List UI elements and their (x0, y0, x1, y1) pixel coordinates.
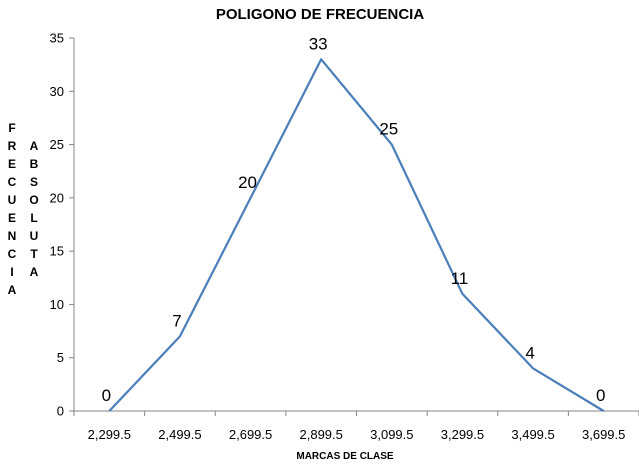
y-axis-title-letter: I (10, 265, 13, 279)
y-axis-title-letter: S (30, 175, 38, 189)
data-labels: 0 7 20 33 25 11 4 0 (102, 34, 606, 405)
y-tick-label: 35 (50, 31, 64, 46)
chart-title: POLIGONO DE FRECUENCIA (216, 6, 425, 23)
y-axis-title-letter: E (8, 211, 16, 225)
data-label: 20 (238, 173, 257, 192)
y-tick-label: 5 (57, 350, 64, 365)
x-tick-label: 3,299.5 (441, 427, 484, 442)
data-label: 4 (525, 343, 534, 362)
y-axis-title-letter: R (8, 139, 17, 153)
y-axis-title-letter: A (30, 265, 39, 279)
y-tick-label: 0 (57, 404, 64, 419)
y-tick-labels: 0 5 10 15 20 25 30 35 (50, 31, 64, 419)
data-label: 33 (309, 34, 328, 53)
data-label: 0 (596, 386, 605, 405)
y-tick-label: 15 (50, 244, 64, 259)
data-label: 11 (451, 269, 469, 288)
y-tick-label: 10 (50, 297, 64, 312)
x-tick-labels: 2,299.5 2,499.5 2,699.5 2,899.5 3,099.5 3,299… (88, 427, 626, 442)
x-tick-label: 2,699.5 (229, 427, 272, 442)
y-axis-title-letter: E (8, 157, 16, 171)
x-tick-label: 2,299.5 (88, 427, 131, 442)
y-axis-title-letter: O (29, 193, 38, 207)
y-axis-title-letter: A (30, 139, 39, 153)
y-axis-title-letter: U (8, 193, 17, 207)
y-axis-title-letter: B (30, 157, 39, 171)
y-tick-label: 25 (50, 137, 64, 152)
y-axis-title-letter: F (8, 121, 15, 135)
y-axis-title-letter: C (8, 247, 17, 261)
y-axis-title-letter: L (30, 211, 37, 225)
series-line (108, 58, 605, 412)
y-tick-label: 30 (50, 84, 64, 99)
x-tick-label: 3,699.5 (582, 427, 625, 442)
y-axis-title-letter: U (30, 229, 39, 243)
y-tick-label: 20 (50, 190, 64, 205)
series-group (108, 58, 605, 412)
y-axis-title-letter: A (8, 283, 17, 297)
y-axis-title-word: FRECUENCIA (8, 121, 17, 297)
data-label: 7 (172, 311, 181, 330)
x-tick-label: 3,099.5 (370, 427, 413, 442)
x-tick-label: 3,499.5 (511, 427, 554, 442)
data-label: 0 (102, 386, 111, 405)
y-axis-title-letter: T (30, 247, 38, 261)
y-axis-title-letter: N (8, 229, 17, 243)
x-tick-label: 2,899.5 (300, 427, 343, 442)
x-axis-title: MARCAS DE CLASE (296, 451, 394, 462)
axes (69, 37, 639, 416)
data-label: 25 (379, 120, 398, 139)
y-axis-title-letter: C (8, 175, 17, 189)
x-tick-label: 2,499.5 (158, 427, 201, 442)
